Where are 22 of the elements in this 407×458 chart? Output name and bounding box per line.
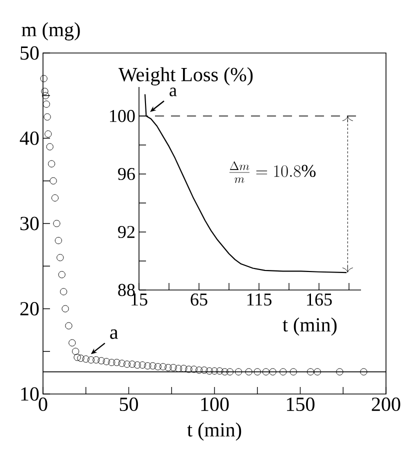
y-tick-label: 96 [118,168,135,180]
x-axis-title: t (min) [282,318,337,336]
x-tick-label: 200 [372,398,400,412]
y-tick-label: 40 [20,132,39,145]
y-axis-title: Weight Loss (%) [118,67,253,86]
annotation: a [170,88,177,96]
y-tick-label: 92 [118,226,134,238]
x-tick-label: 150 [287,398,314,412]
y-tick-label: 30 [20,216,39,230]
x-tick-label: 100 [201,398,229,412]
x-tick-label: 65 [190,294,208,306]
y-axis-title: m (mg) [22,22,80,40]
y-tick-label: 20 [20,302,39,316]
annotation: a [110,329,118,339]
y-tick-label: 100 [110,110,135,122]
y-tick-label: 10 [21,387,39,401]
x-tick-label: 0 [38,398,48,412]
x-tick-label: 115 [247,294,272,306]
x-axis-title: t (min) [187,422,242,441]
x-tick-label: 165 [307,294,332,306]
y-tick-label: 50 [20,46,39,60]
annotation: $\frac{\Delta m}{m}=10.8\%$ [229,161,316,183]
